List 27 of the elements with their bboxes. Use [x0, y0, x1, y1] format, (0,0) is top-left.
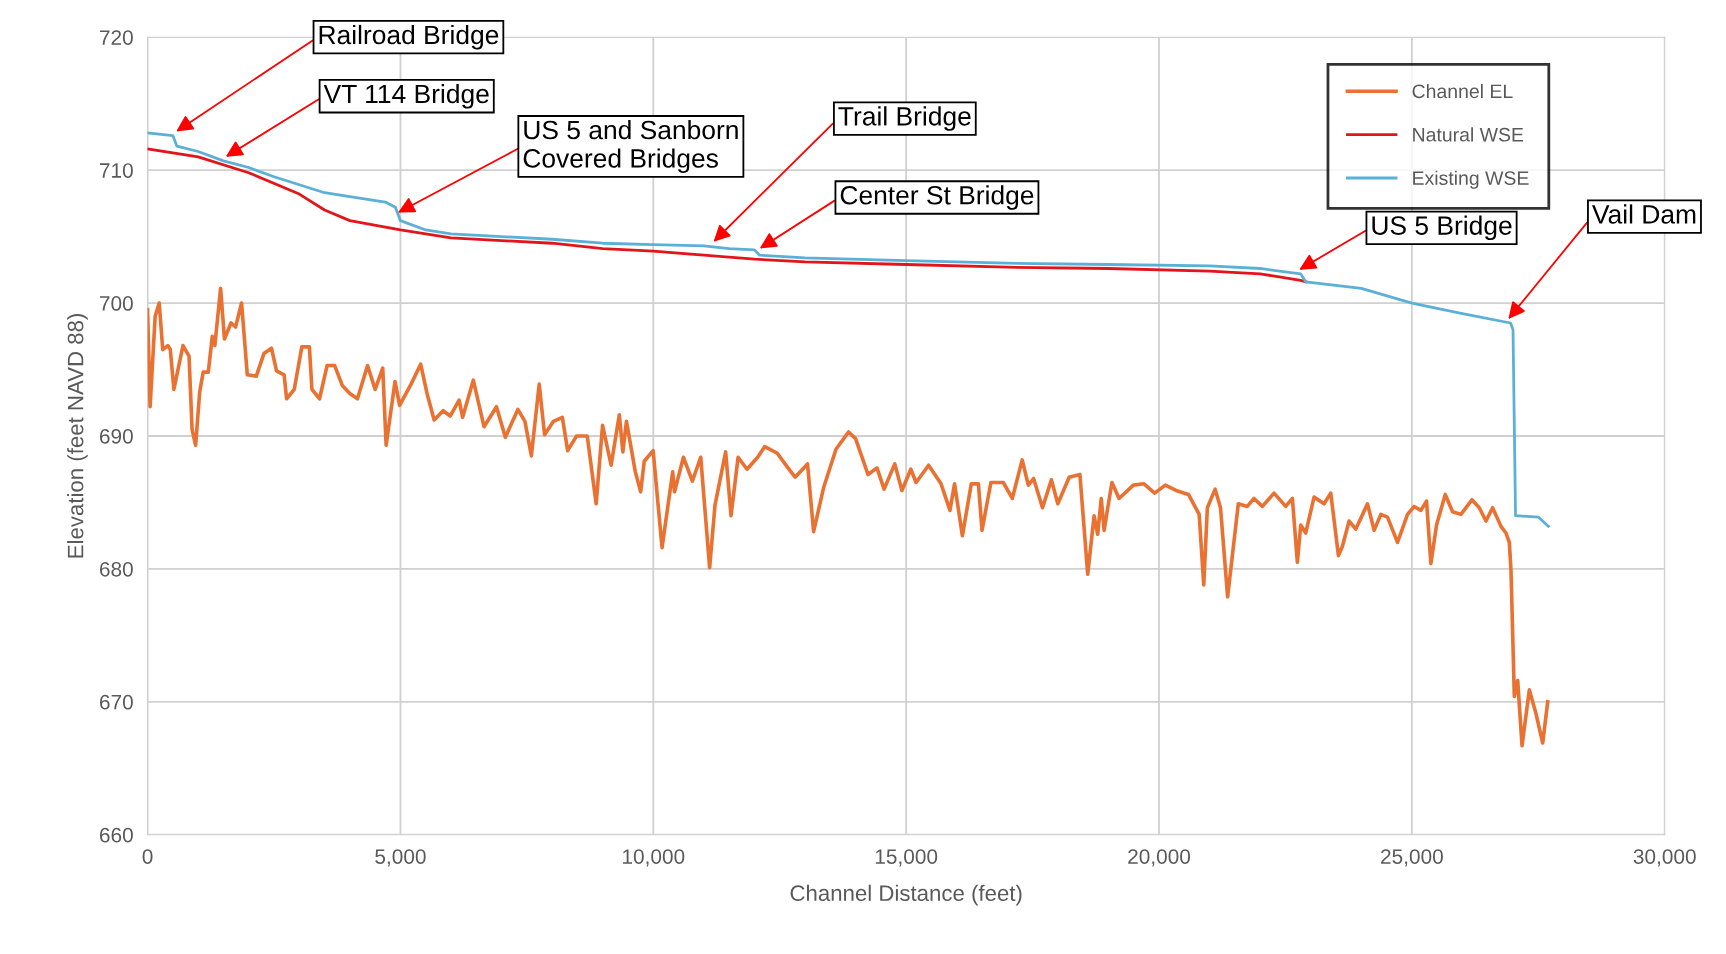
- y-tick-label: 720: [100, 30, 133, 45]
- y-tick-label: 660: [99, 827, 133, 843]
- annotation: US 5 Bridge: [1372, 215, 1512, 241]
- annotation: Railroad Bridge: [319, 24, 499, 50]
- line-series: [147, 286, 1550, 748]
- y-tick-label: 700: [100, 296, 133, 311]
- legend-label: Existing WSE: [1413, 170, 1529, 189]
- x-tick-label: 15,000: [875, 849, 938, 867]
- annotation: Vail Dam: [1592, 204, 1696, 224]
- legend-label: Channel EL: [1412, 83, 1513, 99]
- x-tick-label: 30,000: [1633, 849, 1696, 867]
- x-tick-label: 5,000: [375, 849, 426, 867]
- annotation: VT 114 Bridge: [323, 83, 489, 109]
- legend-label: Natural WSE: [1413, 127, 1524, 142]
- annotation: US 5 and Sanborn Covered Bridges: [523, 119, 738, 173]
- x-tick-label: 0: [142, 849, 153, 864]
- x-tick-label: 25,000: [1381, 849, 1443, 867]
- y-tick-label: 690: [99, 428, 133, 444]
- y-tick-label: 680: [99, 561, 133, 577]
- annotation: Trail Bridge: [838, 106, 971, 131]
- x-axis-title: Channel Distance (feet): [790, 884, 1022, 906]
- annotation: Center St Bridge: [840, 185, 1034, 210]
- x-tick-label: 10,000: [623, 849, 685, 867]
- y-tick-label: 670: [99, 694, 133, 710]
- x-tick-label: 20,000: [1128, 849, 1191, 867]
- y-axis-title: Elevation (feet NAVD 88): [67, 314, 88, 558]
- y-tick-label: 710: [100, 163, 133, 178]
